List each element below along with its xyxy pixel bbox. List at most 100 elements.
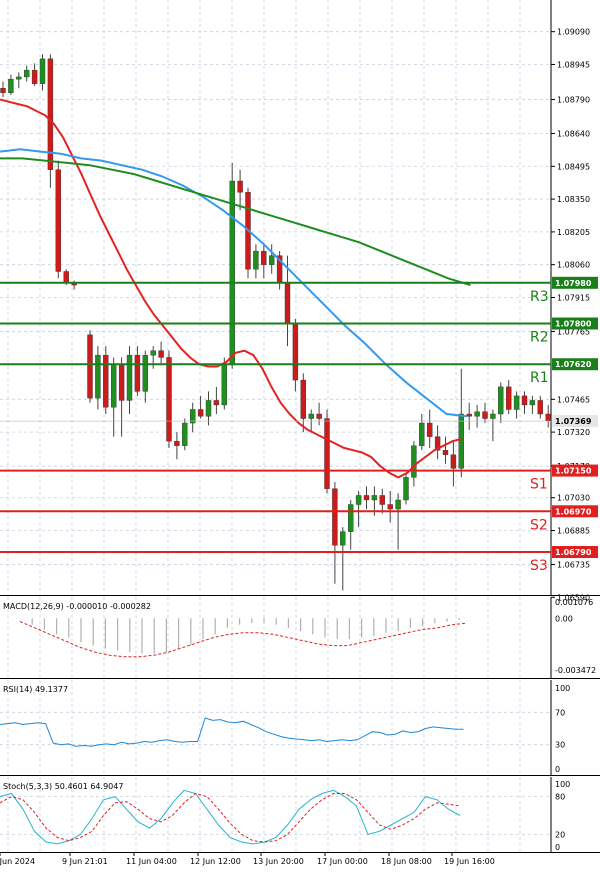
rsi-tick-label: 0 xyxy=(555,765,560,774)
candle-body xyxy=(158,350,164,358)
candle-body xyxy=(197,409,204,417)
candle-body xyxy=(458,413,464,469)
time-tick-label: 13 Jun 20:00 xyxy=(253,857,304,866)
macd-tick-label: -0.003472 xyxy=(555,666,596,675)
candle-body xyxy=(387,504,393,510)
candle-body xyxy=(403,477,409,501)
level-badge-text: 1.07980 xyxy=(555,279,592,288)
level-name-r1: R1 xyxy=(530,370,549,386)
candle-body xyxy=(166,357,172,442)
candle-body xyxy=(182,422,188,446)
time-tick-label: 11 Jun 04:00 xyxy=(126,857,177,866)
candle-body xyxy=(363,495,370,501)
level-badge-s3 xyxy=(552,546,598,559)
candle-body xyxy=(371,495,378,501)
level-badge-text: 1.07620 xyxy=(555,360,592,369)
candle-body xyxy=(545,413,551,421)
level-badge-text: 1.06970 xyxy=(555,507,592,516)
candle-body xyxy=(474,411,480,417)
candle-body xyxy=(189,409,196,424)
candle-body xyxy=(118,364,125,401)
candle-body xyxy=(87,334,93,399)
candle-body xyxy=(95,354,101,399)
price-tick-label: 1.08945 xyxy=(557,60,590,69)
candle-body xyxy=(506,386,512,410)
candle-body xyxy=(498,386,504,415)
candle-body xyxy=(316,413,322,419)
candle-body xyxy=(427,422,433,437)
candle-body xyxy=(229,180,235,365)
candle-body xyxy=(134,354,141,392)
candle-body xyxy=(253,250,259,270)
candle-body xyxy=(324,418,330,489)
candle-body xyxy=(221,364,228,406)
candle-body xyxy=(142,354,149,392)
stoch-tick-label: 20 xyxy=(555,830,565,839)
candle-body xyxy=(55,169,61,272)
macd-panel xyxy=(0,597,551,678)
price-tick-label: 1.08790 xyxy=(557,96,590,105)
rsi-panel xyxy=(0,680,551,775)
candle-body xyxy=(442,450,449,455)
candle-body xyxy=(110,364,117,408)
candle-body xyxy=(521,395,528,406)
candle-body xyxy=(355,495,362,505)
current-price-badge xyxy=(552,415,598,428)
macd-title: MACD(12,26,9) -0.000010 -0.000282 xyxy=(3,602,151,611)
candle-body xyxy=(31,69,38,84)
time-tick-label: 18 Jun 08:00 xyxy=(381,857,432,866)
candle-body xyxy=(47,58,54,170)
candle-body xyxy=(308,413,314,419)
candle-body xyxy=(300,379,306,419)
candle-body xyxy=(8,78,14,93)
price-tick-label: 1.07765 xyxy=(557,327,590,336)
level-badge-r1 xyxy=(552,358,598,371)
candle-body xyxy=(482,411,488,419)
level-name-s3: S3 xyxy=(530,558,548,574)
candle-body xyxy=(174,440,180,446)
candle-body xyxy=(395,499,401,510)
candle-body xyxy=(284,282,291,324)
rsi-tick-label: 100 xyxy=(555,684,570,693)
price-tick-label: 1.06590 xyxy=(557,593,590,602)
level-badge-s1 xyxy=(552,464,598,477)
candle-body xyxy=(213,400,220,406)
stoch-tick-label: 80 xyxy=(555,793,565,802)
price-tick-label: 1.08495 xyxy=(557,162,590,171)
rsi-title: RSI(14) 49.1377 xyxy=(3,685,68,694)
candle-body xyxy=(205,400,212,417)
level-badge-text: 1.07800 xyxy=(555,320,592,329)
level-badge-r2 xyxy=(552,317,598,330)
candle-body xyxy=(24,69,30,78)
level-name-r3: R3 xyxy=(530,289,549,305)
candle-body xyxy=(332,488,338,546)
price-tick-label: 1.07915 xyxy=(557,294,590,303)
candle-body xyxy=(261,250,267,265)
candle-body xyxy=(466,413,472,417)
time-tick-label: 17 Jun 00:00 xyxy=(317,857,368,866)
macd-signal-line xyxy=(19,621,468,658)
price-tick-label: 1.08350 xyxy=(557,195,590,204)
macd-tick-label: 0.00 xyxy=(555,614,573,623)
candle-body xyxy=(340,531,346,546)
ma-blue-line xyxy=(0,148,468,418)
level-name-s1: S1 xyxy=(530,477,548,493)
candle-body xyxy=(450,454,457,469)
candle-body xyxy=(537,400,543,415)
level-badge-text: 1.07150 xyxy=(555,467,592,476)
stoch-title: Stoch(5,3,3) 50.4601 64.9047 xyxy=(3,782,123,791)
candle-body xyxy=(237,180,243,193)
rsi-line xyxy=(0,717,464,747)
stoch-k-line xyxy=(0,789,461,845)
price-tick-label: 1.07030 xyxy=(557,494,590,503)
candle-body xyxy=(150,350,156,356)
candle-body xyxy=(513,395,520,410)
current-price-text: 1.07369 xyxy=(555,417,592,426)
stoch-tick-label: 0 xyxy=(555,843,560,852)
candle-body xyxy=(379,495,385,505)
price-tick-label: 1.07320 xyxy=(557,428,590,437)
time-tick-label: 12 Jun 12:00 xyxy=(190,857,241,866)
price-tick-label: 1.06735 xyxy=(557,560,590,569)
